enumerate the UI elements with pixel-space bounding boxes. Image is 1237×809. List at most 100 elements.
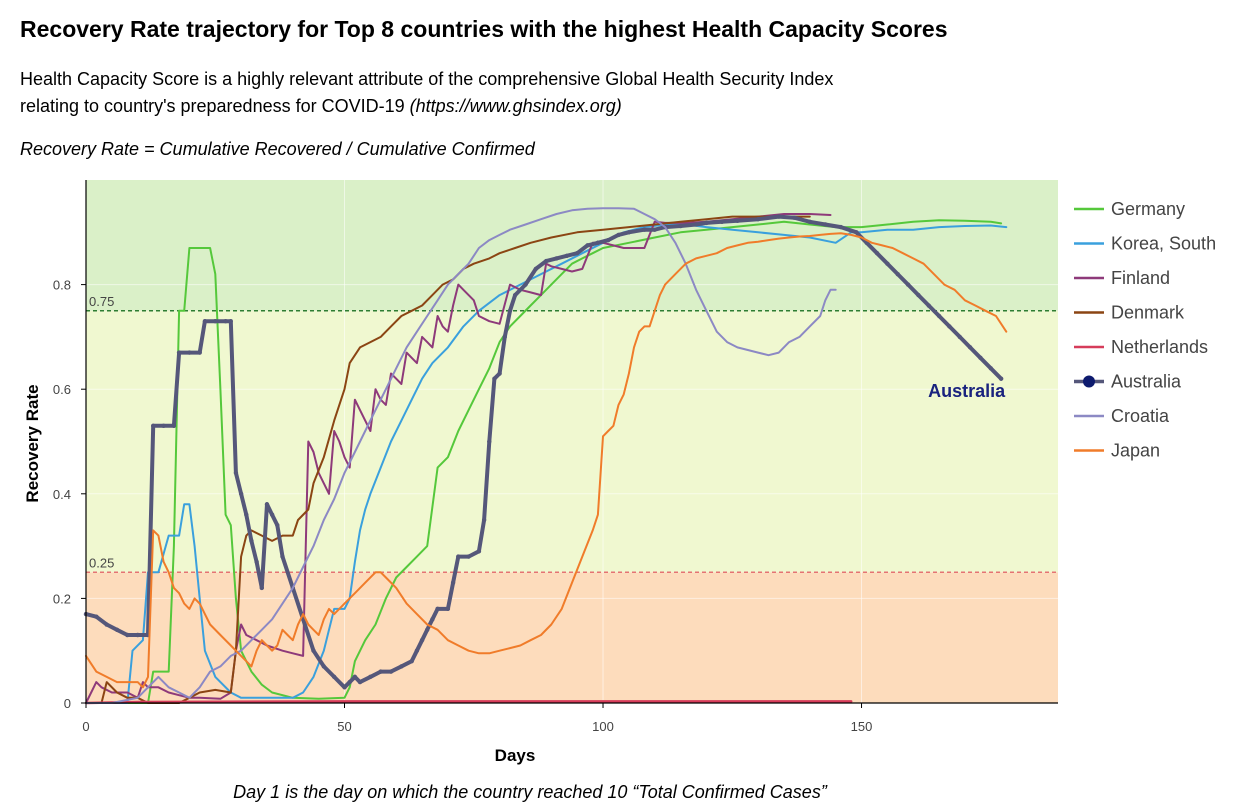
series-point-australia-45 — [435, 606, 440, 612]
series-point-australia-23 — [264, 502, 270, 507]
threshold-label-1: 0.25 — [89, 555, 114, 570]
series-line-netherlands — [84, 700, 853, 705]
legend-label: Germany — [1111, 199, 1185, 219]
series-point-australia-15 — [223, 319, 228, 324]
series-point-australia-39 — [399, 664, 404, 669]
series-point-australia-33 — [347, 679, 352, 685]
recovery-band-0 — [86, 572, 1058, 703]
legend-label: Japan — [1111, 441, 1160, 461]
series-point-australia-11 — [187, 350, 192, 355]
series-point-australia-19 — [244, 512, 249, 517]
legend-marker — [1083, 375, 1095, 388]
series-point-australia-91 — [936, 313, 942, 319]
legend-item-australia[interactable]: Australia — [1074, 372, 1182, 392]
series-point-australia-5 — [135, 632, 140, 638]
series-point-australia-93 — [957, 334, 962, 340]
y-tick-label-2: 0.4 — [53, 487, 71, 502]
series-point-australia-47 — [450, 580, 456, 585]
chart-title: Recovery Rate trajectory for Top 8 count… — [20, 16, 948, 42]
series-point-australia-61 — [554, 256, 559, 261]
series-point-australia-4 — [125, 632, 130, 638]
series-point-australia-73 — [693, 222, 699, 227]
subtitle-line-2-text: relating to country's preparedness for C… — [20, 96, 410, 116]
chart-subtitle: Health Capacity Score is a highly releva… — [20, 66, 833, 120]
series-line-japan — [85, 232, 1008, 689]
legend-item-korea-south[interactable]: Korea, South — [1074, 234, 1216, 254]
series-point-australia-35 — [357, 679, 363, 685]
series-point-australia-42 — [419, 638, 425, 643]
series-point-australia-41 — [414, 648, 420, 653]
series-point-australia-8 — [161, 423, 166, 429]
series-point-australia-17 — [233, 470, 239, 476]
series-point-australia-54 — [497, 371, 502, 376]
y-tick-label-1: 0.2 — [53, 591, 71, 606]
series-point-australia-44 — [430, 617, 435, 622]
series-point-australia-70 — [652, 227, 657, 232]
series-point-australia-14 — [213, 319, 218, 324]
series-point-australia-97 — [998, 376, 1004, 381]
series-point-australia-34 — [352, 674, 358, 680]
x-axis-title: Days — [495, 746, 536, 765]
series-point-australia-16 — [228, 319, 233, 324]
threshold-label-0: 0.75 — [89, 294, 114, 309]
subtitle-line-2: relating to country's preparedness for C… — [20, 93, 833, 120]
series-point-australia-90 — [926, 303, 931, 308]
legend-item-germany[interactable]: Germany — [1074, 199, 1185, 219]
series-point-australia-75 — [719, 219, 725, 225]
series-point-australia-50 — [476, 549, 482, 554]
series-point-australia-24 — [269, 512, 275, 517]
ghsindex-link[interactable]: (https://www.ghsindex.org) — [409, 96, 622, 116]
legend-item-denmark[interactable]: Denmark — [1074, 303, 1185, 323]
series-point-australia-72 — [678, 223, 683, 229]
series-point-australia-60 — [543, 258, 549, 264]
legend-item-netherlands[interactable]: Netherlands — [1074, 337, 1208, 357]
series-point-australia-65 — [595, 240, 601, 245]
series-point-australia-78 — [776, 214, 782, 219]
legend-item-croatia[interactable]: Croatia — [1074, 406, 1170, 426]
series-point-australia-80 — [807, 219, 813, 225]
series-point-australia-79 — [792, 215, 797, 220]
series-point-australia-55 — [502, 334, 507, 340]
series-line-germany — [85, 219, 1003, 704]
legend-label: Croatia — [1111, 406, 1170, 426]
series-point-australia-87 — [895, 271, 900, 277]
series-point-australia-31 — [331, 674, 337, 680]
series-point-australia-57 — [512, 292, 518, 298]
series-point-australia-1 — [94, 614, 99, 619]
series-point-australia-43 — [425, 627, 430, 632]
series-point-australia-3 — [114, 627, 120, 632]
series-point-australia-82 — [838, 224, 844, 230]
series-point-australia-88 — [905, 282, 911, 287]
series-point-australia-37 — [378, 669, 383, 674]
series-point-australia-92 — [947, 324, 952, 329]
x-tick-label-0: 0 — [82, 719, 89, 734]
series-line-denmark — [85, 215, 811, 704]
recovery-band-2 — [86, 180, 1058, 311]
series-point-australia-85 — [874, 251, 880, 256]
y-tick-label-4: 0.8 — [53, 278, 71, 293]
series-point-australia-30 — [321, 664, 327, 669]
series-point-australia-74 — [704, 220, 709, 226]
series-point-australia-22 — [259, 585, 264, 591]
series-point-australia-26 — [280, 554, 285, 559]
series-point-australia-51 — [481, 517, 487, 523]
series-point-australia-67 — [616, 232, 621, 238]
series-point-australia-96 — [988, 366, 993, 371]
legend-item-japan[interactable]: Japan — [1074, 441, 1160, 461]
series-point-australia-18 — [238, 491, 244, 496]
series-point-australia-52 — [487, 439, 492, 444]
series-point-australia-2 — [104, 622, 109, 627]
series-point-australia-38 — [388, 669, 394, 674]
x-tick-label-2: 100 — [592, 719, 614, 734]
series-point-australia-81 — [823, 222, 828, 227]
series-point-australia-40 — [409, 658, 414, 664]
series-point-australia-9 — [171, 423, 177, 429]
legend-item-finland[interactable]: Finland — [1074, 268, 1170, 288]
series-point-australia-29 — [311, 648, 316, 653]
series-point-australia-66 — [605, 237, 611, 243]
series-point-australia-21 — [254, 559, 259, 564]
series-point-australia-95 — [978, 355, 983, 361]
series-point-australia-63 — [574, 251, 580, 256]
series-point-australia-49 — [466, 554, 471, 559]
